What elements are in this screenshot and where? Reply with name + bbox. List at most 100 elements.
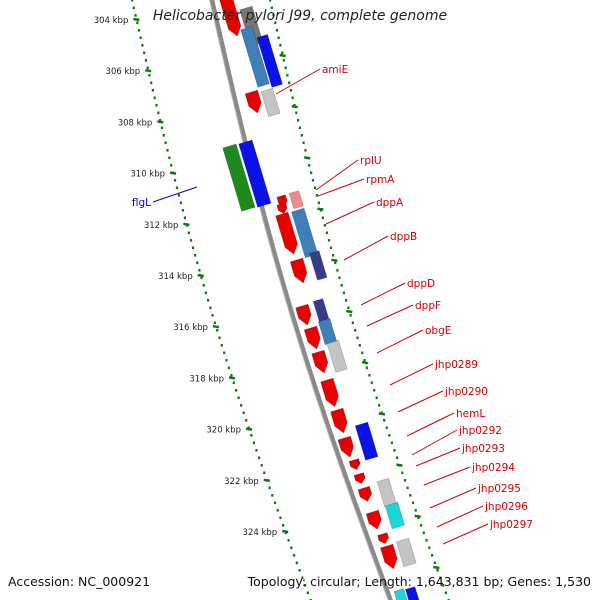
gene-label: dppF [415, 300, 441, 312]
inner-ruler-dot [409, 494, 412, 497]
outer-ruler-dot [189, 239, 193, 242]
ruler-label: 324 kbp [243, 528, 278, 538]
leader-line [152, 186, 198, 203]
inner-ruler-dot [403, 479, 407, 482]
gene-features [219, 0, 420, 600]
outer-ruler-dot [293, 554, 296, 557]
inner-ruler-dot [388, 434, 391, 437]
inner-ruler-dot [373, 389, 376, 392]
leader-line [429, 487, 477, 509]
inner-ruler-tick [433, 565, 440, 570]
inner-ruler-tick [346, 309, 353, 314]
inner-ruler-dot [334, 261, 337, 265]
outer-ruler-dot [153, 96, 156, 100]
leader-line [423, 466, 471, 486]
gene-label: dppD [407, 278, 435, 290]
inner-ruler-dot [385, 426, 388, 430]
gene-label: jhp0290 [444, 386, 488, 398]
ruler-major-tick [133, 17, 140, 22]
outer-ruler-dot [204, 291, 207, 295]
gene-label: jhp0297 [489, 519, 533, 531]
inner-ruler-dot [406, 486, 409, 490]
inner-ruler-dot [295, 111, 298, 115]
ruler-label: 312 kbp [144, 221, 179, 231]
inner-ruler-dot [327, 239, 331, 242]
leader-line [415, 447, 461, 467]
outer-ruler-dot [232, 381, 235, 385]
inner-ruler-dot [439, 576, 442, 580]
inner-ruler-dot [304, 149, 307, 152]
inner-ruler-dot [390, 441, 393, 445]
gene-block [380, 543, 398, 570]
outer-ruler-dot [268, 486, 271, 490]
inner-ruler-dot [298, 126, 301, 130]
outer-ruler-dot [187, 231, 190, 235]
gene-block [354, 421, 379, 461]
inner-ruler-dot [338, 276, 341, 280]
ruler-label: 318 kbp [189, 374, 224, 384]
gene-block [330, 407, 348, 434]
gene-block [240, 25, 270, 88]
gene-label: rplU [360, 155, 382, 167]
outer-ruler-dot [209, 306, 212, 310]
ruler-major-tick [169, 171, 177, 175]
inner-ruler-dot [351, 321, 354, 325]
gene-label: flgL [132, 197, 151, 209]
outer-ruler-dot [183, 216, 186, 220]
inner-ruler-dot [340, 284, 343, 287]
outer-ruler-dot [213, 321, 216, 325]
outer-ruler-dot [160, 126, 163, 130]
inner-ruler-dot [347, 306, 350, 310]
gene-block [365, 509, 382, 530]
ruler-major-tick [197, 273, 204, 278]
gene-block [219, 0, 242, 37]
gene-block [326, 339, 348, 373]
inner-ruler-dot [269, 0, 272, 2]
inner-ruler-dot [270, 6, 273, 10]
inner-ruler-dot [442, 584, 445, 587]
outer-ruler-dot [273, 501, 277, 505]
gene-block [393, 588, 408, 600]
inner-ruler-dot [433, 561, 436, 565]
outer-ruler-dot [155, 104, 158, 107]
outer-ruler-dot [196, 261, 199, 265]
inner-ruler-dot [365, 366, 368, 370]
outer-ruler-dot [166, 149, 169, 152]
outer-ruler-dot [131, 0, 134, 2]
gene-block [238, 139, 272, 208]
leader-line [315, 159, 359, 191]
outer-ruler-dot [198, 269, 201, 272]
gene-label: jhp0294 [471, 462, 515, 474]
gene-block [295, 303, 312, 326]
gene-block [348, 458, 361, 470]
inner-ruler-dot [354, 329, 357, 332]
outer-ruler-dot [235, 389, 238, 392]
gene-block [222, 143, 256, 212]
leader-line [406, 412, 455, 437]
inner-ruler-dot [417, 516, 420, 520]
ruler-label: 310 kbp [130, 170, 165, 180]
inner-ruler-dot [313, 186, 317, 190]
ruler-ticks [131, 0, 450, 600]
inner-ruler-dot [375, 396, 378, 400]
inner-ruler-dot [275, 29, 279, 32]
leader-line [397, 390, 444, 413]
inner-ruler-dot [310, 171, 313, 175]
outer-ruler-dot [175, 186, 179, 190]
inner-ruler-dot [414, 509, 417, 512]
outer-ruler-dot [220, 344, 223, 347]
gene-label: rpmA [366, 174, 395, 186]
gene-block [377, 532, 390, 544]
ruler-label: 316 kbp [173, 323, 208, 333]
outer-ruler-dot [218, 336, 221, 340]
gene-block [309, 250, 328, 281]
gene-block [276, 202, 288, 215]
ruler-major-tick [228, 376, 236, 380]
outer-ruler-dot [298, 569, 301, 572]
outer-ruler-dot [162, 134, 165, 137]
outer-ruler-dot [252, 441, 255, 445]
gene-block [288, 190, 304, 210]
outer-ruler-dot [211, 314, 214, 317]
inner-ruler-dot [277, 36, 280, 40]
inner-ruler-dot [282, 59, 285, 62]
